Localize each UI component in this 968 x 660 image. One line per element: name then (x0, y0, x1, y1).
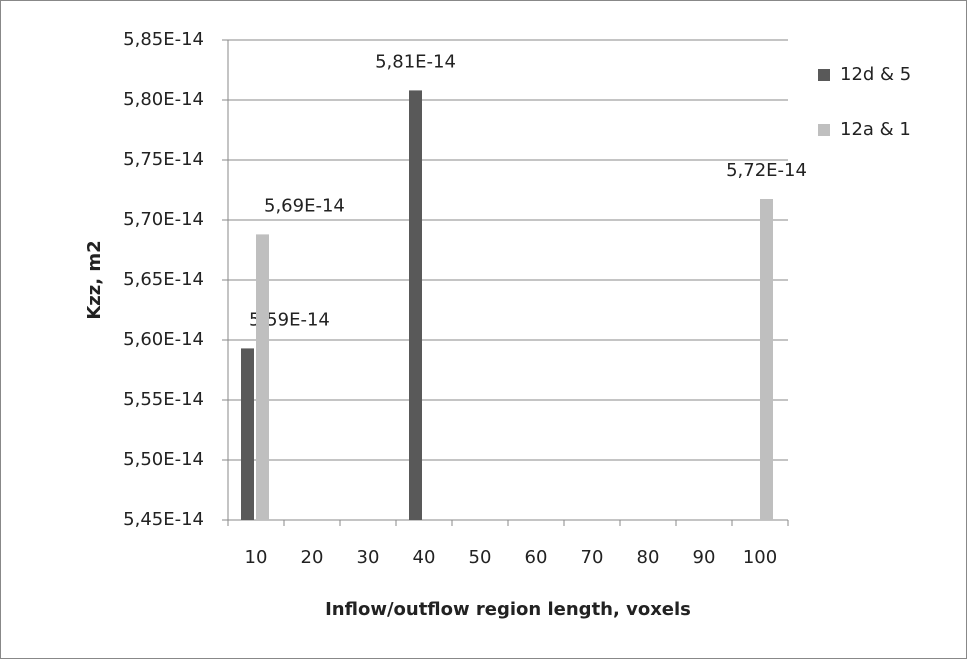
x-tick-label: 100 (743, 547, 777, 568)
data-label: 5,72E-14 (726, 160, 807, 181)
y-axis-label: Kzz, m2 (84, 240, 105, 319)
legend-swatch (818, 124, 830, 136)
bar (241, 348, 254, 520)
bar (760, 199, 773, 520)
y-tick-label: 5,55E-14 (123, 389, 204, 410)
y-tick-label: 5,85E-14 (123, 29, 204, 50)
x-tick-label: 20 (301, 547, 324, 568)
x-tick-label: 90 (693, 547, 716, 568)
x-tick-label: 50 (469, 547, 492, 568)
x-tick-label: 70 (581, 547, 604, 568)
y-tick-label: 5,50E-14 (123, 449, 204, 470)
data-label: 5,81E-14 (375, 51, 456, 72)
x-tick-label: 80 (637, 547, 660, 568)
x-tick-label: 10 (245, 547, 268, 568)
legend-swatch (818, 69, 830, 81)
data-label: 5,59E-14 (249, 309, 330, 330)
y-tick-label: 5,65E-14 (123, 269, 204, 290)
bar (409, 90, 422, 521)
x-tick-label: 60 (525, 547, 548, 568)
y-tick-label: 5,60E-14 (123, 329, 204, 350)
y-tick-label: 5,75E-14 (123, 149, 204, 170)
y-tick-label: 5,45E-14 (123, 509, 204, 530)
y-tick-label: 5,80E-14 (123, 89, 204, 110)
bar (256, 234, 269, 520)
legend-label: 12d & 5 (840, 64, 911, 85)
y-tick-label: 5,70E-14 (123, 209, 204, 230)
legend-label: 12a & 1 (840, 119, 911, 140)
x-tick-label: 40 (413, 547, 436, 568)
x-axis-label: Inflow/outflow region length, voxels (325, 599, 691, 620)
x-tick-label: 30 (357, 547, 380, 568)
data-label: 5,69E-14 (264, 195, 345, 216)
